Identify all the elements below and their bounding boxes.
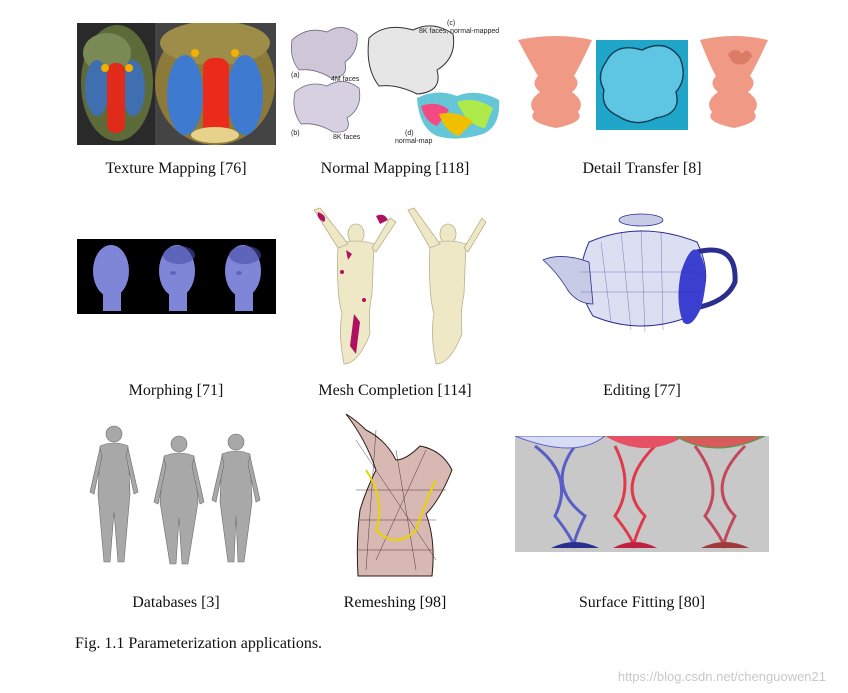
remeshing-image	[336, 410, 456, 580]
caption-editing: Editing [77]	[603, 382, 681, 399]
texture-mapping-image	[77, 23, 276, 145]
caption-surface-fitting: Surface Fitting [80]	[578, 594, 706, 611]
caption-morphing: Morphing [71]	[128, 382, 224, 399]
caption-texture-mapping: Texture Mapping [76]	[105, 160, 247, 177]
normal-mapping-label-c: (c)	[447, 20, 456, 27]
caption-mesh-completion: Mesh Completion [114]	[318, 382, 472, 399]
figure-caption: Fig. 1.1 Parameterization applications.	[75, 635, 323, 652]
normal-mapping-label-a: (a)	[291, 72, 300, 79]
caption-detail-transfer: Detail Transfer [8]	[582, 160, 702, 177]
caption-normal-mapping: Normal Mapping [118]	[320, 160, 470, 177]
normal-mapping-text-a: 4M faces	[331, 76, 360, 83]
normal-mapping-text-b: 8K faces	[333, 134, 361, 141]
normal-mapping-text-c: 8K faces, normal-mapped	[419, 28, 500, 35]
detail-transfer-image	[516, 32, 772, 134]
caption-remeshing: Remeshing [98]	[343, 594, 447, 611]
editing-image	[541, 212, 745, 340]
morphing-image	[77, 239, 276, 314]
normal-mapping-image: (a) 4M faces (b) 8K faces (c) 8K faces, …	[287, 18, 507, 148]
normal-mapping-text-d: normal-map	[395, 138, 433, 145]
surface-fitting-image	[515, 436, 769, 552]
watermark: https://blog.csdn.net/chenguowen21	[617, 669, 826, 684]
mesh-completion-image	[298, 204, 488, 368]
caption-databases: Databases [3]	[132, 594, 220, 611]
normal-mapping-label-b: (b)	[291, 130, 300, 137]
databases-image	[84, 422, 268, 568]
normal-mapping-label-d: (d)	[405, 130, 414, 137]
